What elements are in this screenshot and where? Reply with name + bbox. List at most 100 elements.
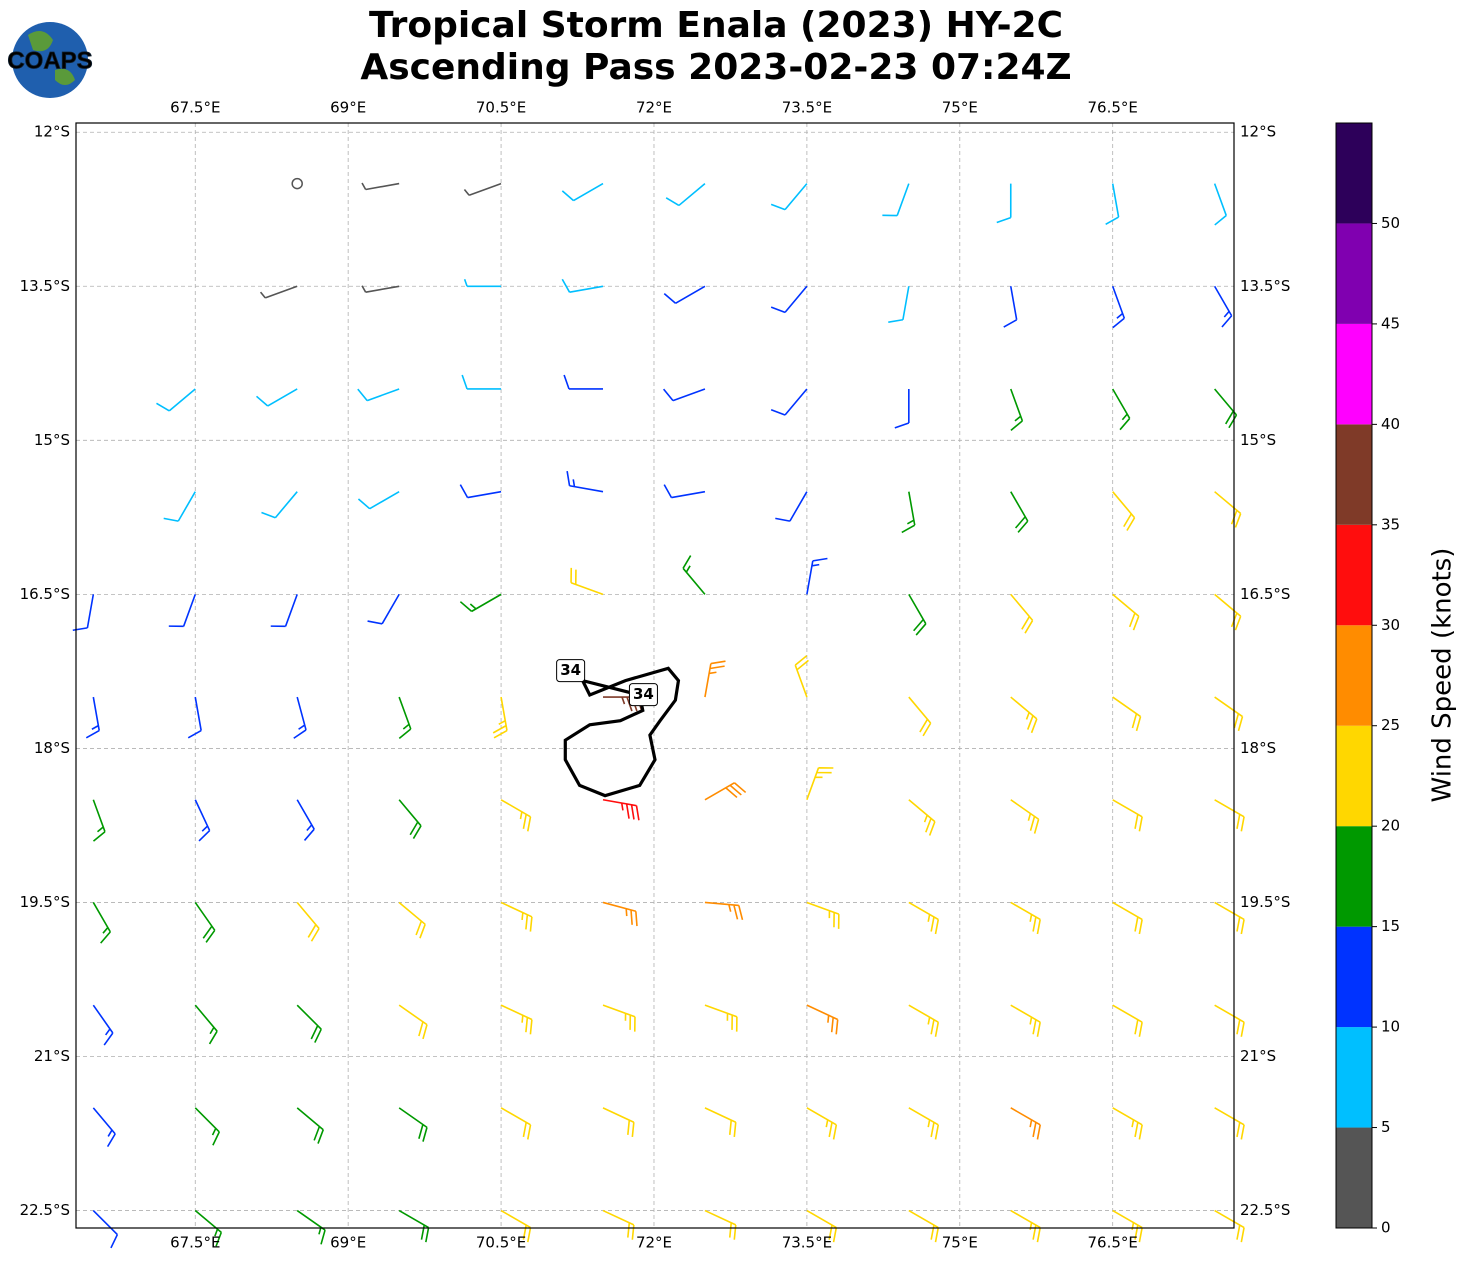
wind-barb [1112,1209,1143,1243]
colorbar-segment [1336,323,1372,425]
wind-contour [563,666,681,798]
wind-barb [1214,1107,1245,1140]
wind-barb [888,286,910,323]
wind-barb [398,696,412,740]
colorbar-segment [1336,223,1372,324]
wind-barb [566,471,604,493]
wind-barb [908,1107,940,1140]
wind-barb [561,278,604,293]
x-tick-label: 76.5°E [1088,1234,1138,1252]
wind-barb [398,1107,428,1142]
wind-barb [296,901,320,942]
y-tick-label: 18°S [34,739,70,757]
x-tick-label: 73.5°E [782,1234,832,1252]
wind-barb [704,782,747,801]
colorbar-segment [1336,725,1372,827]
wind-barb [1105,183,1120,226]
wind-barb [1010,1107,1041,1140]
wind-barb [92,1209,119,1249]
colorbar-tick-label: 50 [1381,214,1400,232]
y-tick-label: 19.5°S [20,893,70,911]
colorbar-frame [1335,122,1373,1229]
logo-text: COAPS [7,47,92,74]
wind-barb [602,901,638,927]
wind-barb [92,902,112,944]
wind-barb [908,593,927,636]
wind-barb [194,799,211,842]
wind-barb [908,901,940,935]
x-tick-label: 67.5°E [170,99,220,117]
wind-barb [775,491,808,522]
colorbar-segment [1336,524,1372,626]
wind-barb [296,799,315,841]
x-tick-label: 67.5°E [170,1234,220,1252]
wind-barb [806,1107,838,1140]
wind-barb [194,901,216,943]
colorbar-segment [1336,625,1372,726]
wind-barb [357,490,400,510]
chart-title: Tropical Storm Enala (2023) HY-2C [369,5,1063,46]
wind-barb [1112,696,1142,732]
wind-barb [293,696,307,739]
wind-barb [259,285,298,299]
grid [76,123,1234,1228]
wind-barb [1111,286,1126,329]
y-tick-label: 22.5°S [1240,1201,1290,1219]
wind-barb [1213,183,1228,226]
colorbar-tick-label: 0 [1381,1219,1391,1237]
colorbar-tick-label: 15 [1381,917,1400,935]
wind-barb [92,799,106,842]
wind-barb [500,901,533,932]
contour-label-box [556,659,586,683]
wind-barb [194,1004,218,1045]
wind-barb [459,484,502,499]
wind-barb [261,491,298,519]
wind-barb [461,374,502,390]
wind-barb [570,567,604,596]
wind-barb [463,182,502,196]
wind-barb [92,1004,114,1046]
wind-barb [1214,593,1242,631]
wind-barb [602,1209,635,1240]
wind-barb [398,799,422,839]
wind-barb [704,901,744,920]
colorbar-tick-label: 35 [1381,515,1400,533]
wind-barb [770,285,808,314]
wind-barb [1214,799,1245,832]
wind-barb [1214,388,1238,429]
y-tick-label: 22.5°S [20,1201,70,1219]
wind-barb [1214,1004,1245,1037]
wind-barb [1112,799,1143,832]
x-tick-label: 70.5°E [476,99,526,117]
wind-barb [500,1004,533,1035]
wind-barb [663,484,706,499]
y-tick-label: 19.5°S [1240,893,1290,911]
chart-subtitle: Ascending Pass 2023-02-23 07:24Z [360,47,1071,88]
wind-barb [1213,285,1233,328]
wind-barb [255,388,298,407]
wind-barb [996,183,1012,224]
colorbar-label: Wind Speed (knots) [1428,548,1458,803]
wind-barb [1112,491,1136,531]
wind-barb [806,767,834,801]
calm-marker [291,177,303,190]
x-tick-label: 72°E [636,99,672,117]
wind-barb [296,1004,322,1043]
wind-barb [500,799,532,832]
contour-label: 34 [560,661,581,679]
x-tick-label: 69°E [330,1234,366,1252]
y-tick-label: 21°S [1240,1047,1276,1065]
y-tick-label: 12°S [34,123,70,141]
wind-barb [1010,696,1038,734]
wind-barb [92,1107,116,1148]
y-tick-label: 15°S [1240,431,1276,449]
wind-barb [602,1004,636,1032]
wind-barb [908,696,932,737]
wind-barb [361,182,400,191]
colorbar-tick-label: 45 [1381,314,1400,332]
y-tick-label: 18°S [1240,739,1276,757]
wind-barb [367,593,400,625]
wind-barb [72,594,95,632]
x-tick-label: 75°E [942,99,978,117]
wind-barb [194,1107,221,1146]
